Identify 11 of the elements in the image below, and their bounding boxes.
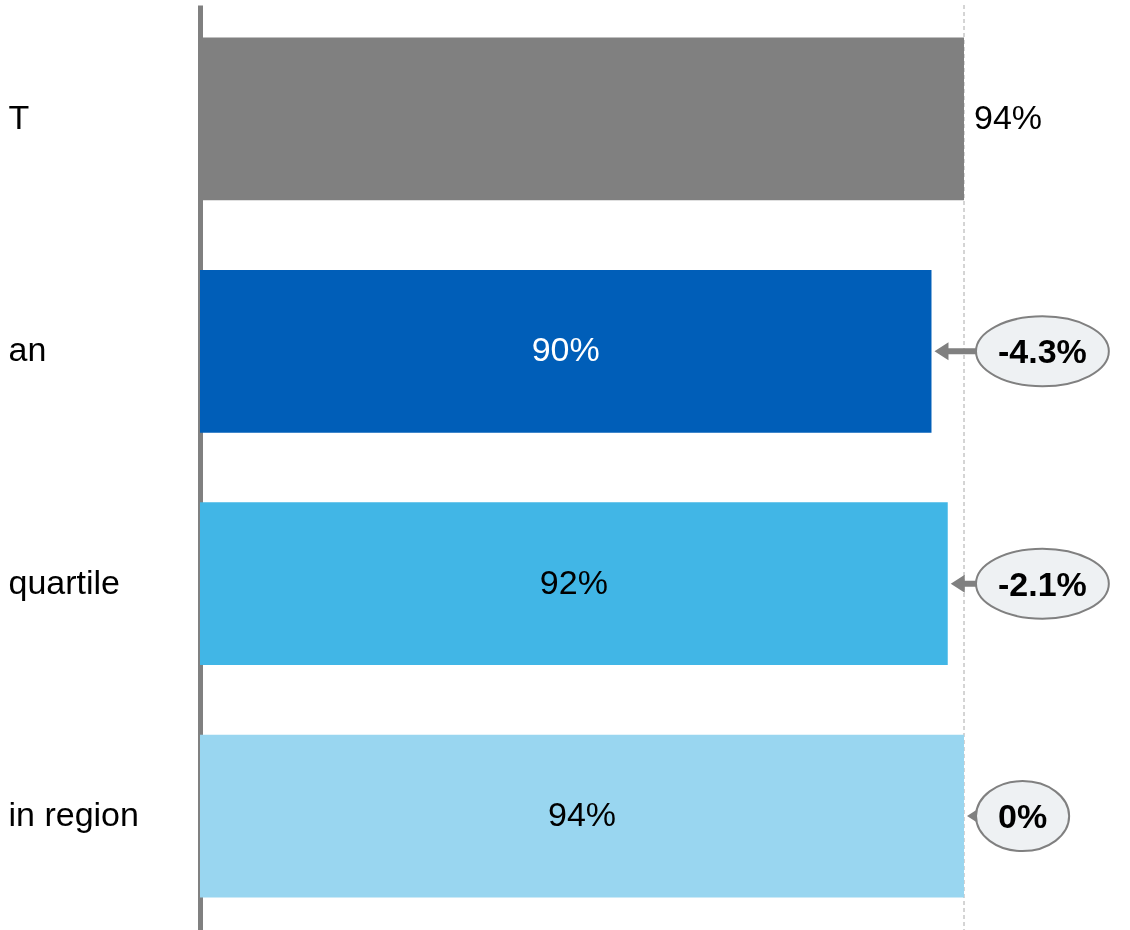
annotation: -2.1% xyxy=(998,564,1087,603)
y-tick-label: in region xyxy=(8,795,139,834)
data-label: 92% xyxy=(539,562,608,601)
y-tick-label: T xyxy=(8,97,30,136)
data-label: 94% xyxy=(547,795,617,834)
data-label: 94% xyxy=(974,97,1043,136)
y-tick-label: quartile xyxy=(8,562,121,601)
annotation: -4.3% xyxy=(998,332,1087,371)
y-tick-label: an xyxy=(8,330,47,369)
data-label: 90% xyxy=(531,330,600,369)
annotation: 0% xyxy=(998,797,1048,836)
